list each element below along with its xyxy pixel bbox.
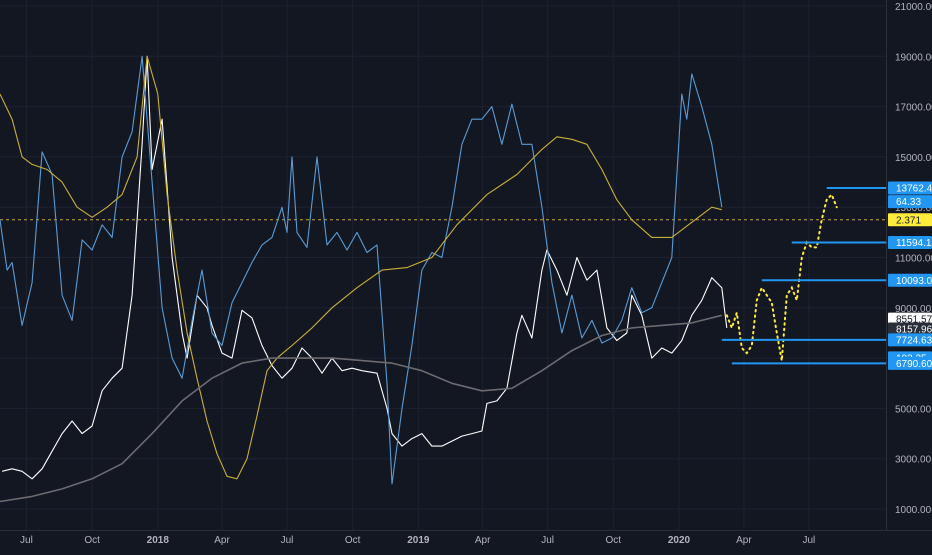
x-tick-label: Oct bbox=[605, 535, 621, 546]
x-tick-label: Jul bbox=[803, 535, 816, 546]
y-tick-label: 15000.00 bbox=[895, 153, 932, 164]
x-tick-label: Apr bbox=[736, 535, 752, 546]
x-tick-label: 2018 bbox=[147, 535, 170, 546]
x-tick-label: Jul bbox=[20, 535, 33, 546]
y-tick-label: 9000.00 bbox=[895, 304, 932, 315]
price-label-box bbox=[888, 213, 932, 227]
y-tick-label: 19000.00 bbox=[895, 52, 932, 63]
projection-dotted-line bbox=[725, 192, 838, 361]
price-axis-panel bbox=[886, 0, 932, 530]
price-label-box bbox=[888, 181, 932, 195]
price-label-text: 64.33 bbox=[896, 197, 921, 208]
y-tick-label: 5000.00 bbox=[895, 404, 932, 415]
price-label-text: 10093.06 bbox=[896, 276, 932, 287]
x-tick-label: 2020 bbox=[668, 535, 691, 546]
price-label-box bbox=[888, 195, 932, 209]
y-tick-label: 11000.00 bbox=[895, 254, 932, 265]
price-label-text: 8157.96 bbox=[896, 324, 932, 335]
price-label-text: 11594.18 bbox=[896, 238, 932, 249]
indicator-yellow-line bbox=[0, 55, 722, 480]
x-tick-label: Jul bbox=[541, 535, 554, 546]
x-tick-label: Jul bbox=[281, 535, 294, 546]
price-label-box bbox=[888, 273, 932, 287]
price-label-text: 2.371 bbox=[896, 215, 921, 226]
x-tick-label: Oct bbox=[84, 535, 100, 546]
x-tick-label: Oct bbox=[345, 535, 361, 546]
moving-average-line bbox=[0, 314, 722, 503]
price-label-box bbox=[888, 356, 932, 370]
x-tick-label: Apr bbox=[475, 535, 491, 546]
price-line bbox=[1, 55, 728, 480]
price-label-text: 13762.46 bbox=[896, 184, 932, 195]
price-label-text: 8551.57 bbox=[896, 315, 932, 326]
price-label-box bbox=[888, 236, 932, 250]
indicator-blue-line bbox=[0, 55, 723, 485]
price-label-text: 6790.60 bbox=[896, 359, 932, 370]
y-tick-label: 13000.00 bbox=[895, 203, 932, 214]
x-tick-label: 2019 bbox=[407, 535, 430, 546]
y-tick-label: 21000.00 bbox=[895, 2, 932, 13]
price-label-box bbox=[888, 322, 932, 336]
y-tick-label: 3000.00 bbox=[895, 455, 932, 466]
x-tick-label: Apr bbox=[214, 535, 230, 546]
price-label-box bbox=[888, 333, 932, 347]
price-label-box bbox=[888, 312, 932, 326]
y-tick-label: 17000.00 bbox=[895, 103, 932, 114]
y-tick-label: 1000.00 bbox=[895, 505, 932, 516]
price-label-text: 7724.63 bbox=[896, 335, 932, 346]
